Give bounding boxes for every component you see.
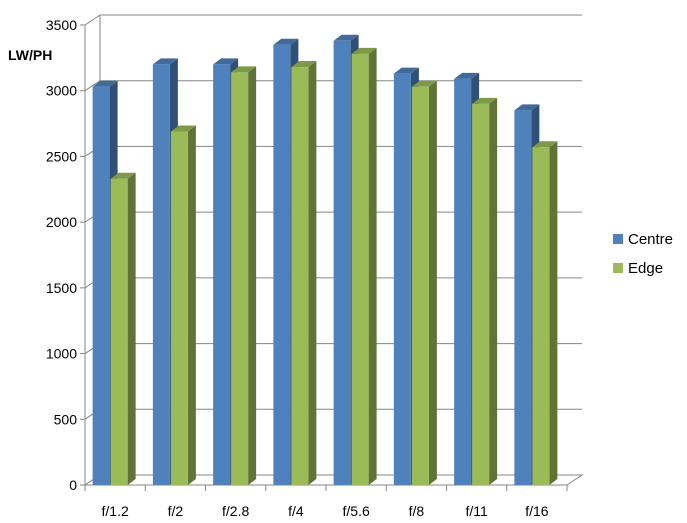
y-tick-label: 2000 (46, 214, 77, 230)
y-tick-label: 3500 (46, 17, 77, 33)
y-axis-label: LW/PH (8, 47, 52, 63)
legend-item-centre: Centre (613, 231, 673, 248)
legend-swatch (613, 234, 623, 244)
bar-edge (351, 47, 377, 486)
grid-diagonal (84, 80, 101, 92)
x-tick-label: f/1.2 (102, 503, 129, 519)
y-tick-label: 1500 (46, 280, 77, 296)
bar-edge (411, 80, 437, 486)
y-tick-label: 0 (69, 477, 77, 493)
y-tick-label: 3000 (46, 83, 77, 99)
bar-edge (291, 61, 317, 486)
x-tick-label: f/8 (409, 503, 425, 519)
legend-label: Centre (628, 231, 673, 248)
x-tick-label: f/11 (465, 503, 488, 519)
bar-edge (532, 141, 558, 485)
y-tick-label: 500 (54, 411, 78, 427)
bar-edge (472, 97, 498, 485)
bar-edge (231, 66, 257, 486)
chart-legend: Centre Edge (613, 231, 673, 277)
x-tick-label: f/16 (525, 503, 549, 519)
legend-item-edge: Edge (613, 260, 663, 277)
grid-diagonal (84, 14, 101, 26)
x-tick-label: f/4 (288, 503, 304, 519)
bar-edge (110, 172, 136, 485)
chart-bars (92, 34, 558, 486)
x-tick-label: f/2.8 (222, 503, 249, 519)
x-tick-label: f/2 (168, 503, 184, 519)
bar-edge (170, 125, 196, 485)
legend-swatch (613, 263, 623, 273)
x-tick-label: f/5.6 (343, 503, 370, 519)
legend-label: Edge (628, 260, 663, 277)
y-tick-label: 1000 (46, 346, 77, 362)
y-tick-label: 2500 (46, 148, 77, 164)
chart-labels: LW/PH f/1.2 f/2 f/2.8 f/4 f/5.6 f/8 f/11 f/16 (8, 47, 549, 519)
